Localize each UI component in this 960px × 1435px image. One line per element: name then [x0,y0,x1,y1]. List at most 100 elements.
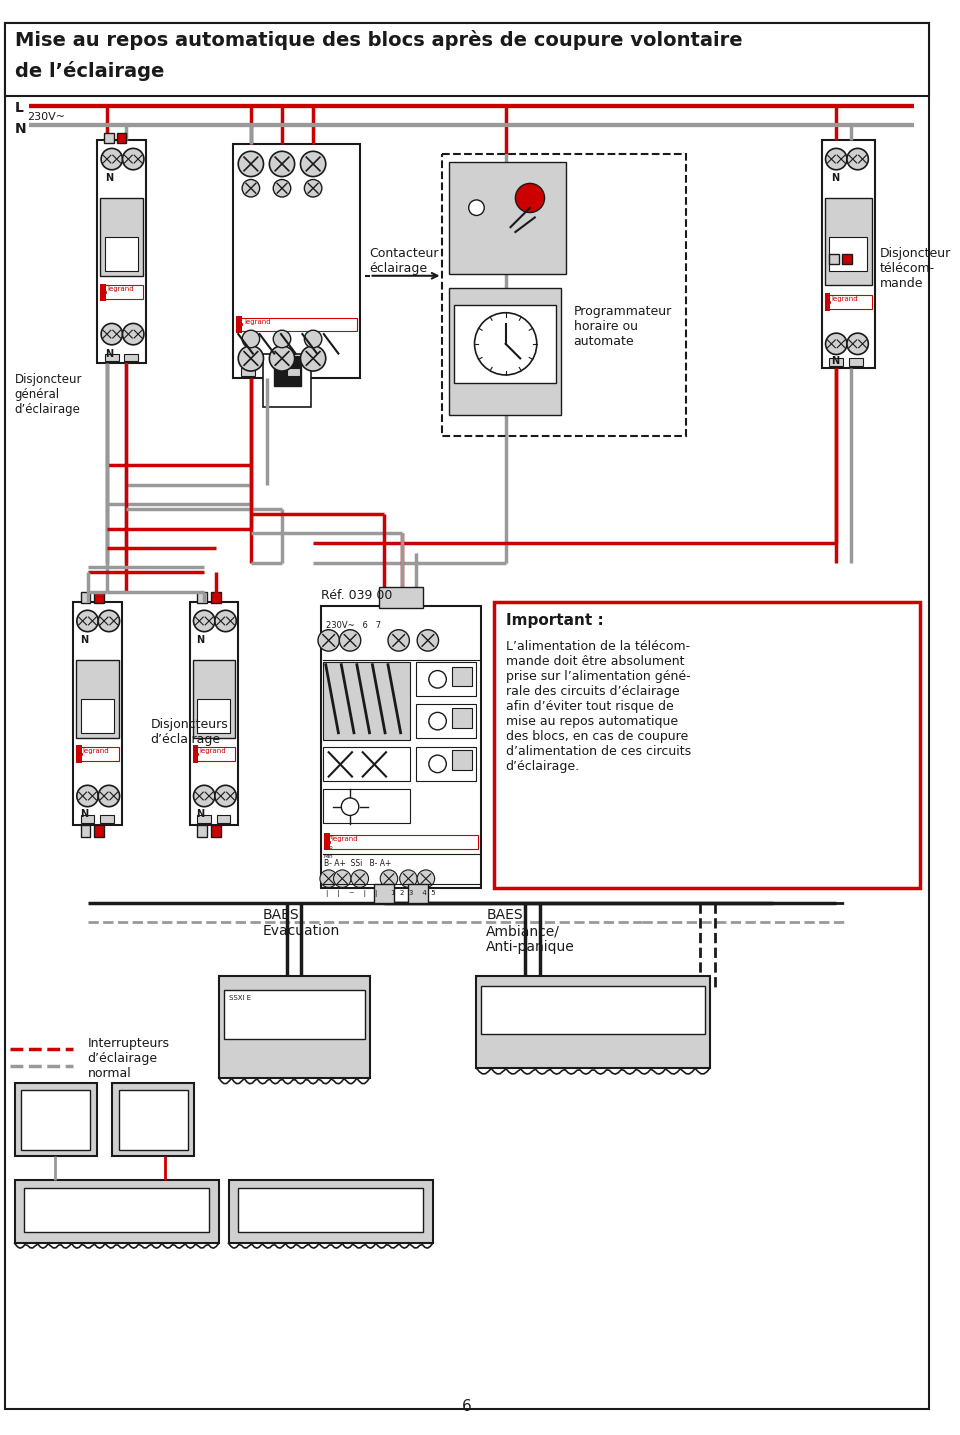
Circle shape [847,148,869,169]
Bar [233,145,360,377]
Text: N: N [831,172,840,182]
Bar [198,699,230,733]
Bar [21,1089,90,1149]
Text: BAES
Ambiance/
Anti-panique: BAES Ambiance/ Anti-panique [486,908,575,954]
Text: legrand: legrand [200,748,226,755]
Circle shape [516,184,544,212]
Bar [238,1188,423,1231]
Text: N: N [197,634,204,644]
Text: Min: Min [324,835,333,839]
Bar [449,288,561,415]
Text: Important :: Important : [506,613,604,629]
Bar [193,660,235,738]
Bar [76,748,119,761]
Bar [94,591,104,604]
Circle shape [194,785,215,806]
Bar [198,591,207,604]
Circle shape [340,630,361,651]
Bar [224,990,365,1039]
Bar [211,825,221,837]
Circle shape [242,330,259,347]
Bar [198,825,207,837]
Bar [323,662,410,739]
Bar [476,976,709,1068]
Bar [452,667,471,686]
Circle shape [194,610,215,631]
Bar [323,748,410,782]
Bar [105,353,119,362]
Bar [81,825,90,837]
Bar [111,1083,195,1155]
Text: SSXI E: SSXI E [228,996,251,1002]
Circle shape [270,346,295,372]
Text: BAES
Evacuation: BAES Evacuation [262,908,340,938]
Circle shape [304,179,322,197]
Bar [494,601,920,888]
Bar [125,353,138,362]
Bar [454,306,556,383]
Bar [76,660,119,738]
Bar [228,1180,433,1243]
Circle shape [333,870,351,887]
Bar [76,745,82,763]
Circle shape [77,610,98,631]
Bar [822,139,876,369]
Circle shape [429,712,446,730]
Bar [452,709,471,728]
Circle shape [123,148,144,169]
Bar [417,703,476,738]
Circle shape [242,179,259,197]
Circle shape [274,179,291,197]
Bar [211,591,221,604]
Circle shape [123,323,144,344]
Text: |    |    ~    |    |: | | ~ | | [325,890,377,897]
Bar [829,254,839,264]
Bar [262,353,311,408]
Bar [198,815,211,824]
Bar [825,198,873,286]
Bar [81,699,114,733]
Bar [117,133,127,142]
Circle shape [101,323,123,344]
Bar [374,884,394,903]
Circle shape [215,785,236,806]
Bar [219,976,370,1078]
Text: N: N [831,356,840,366]
Circle shape [270,151,295,177]
Bar [379,587,423,608]
Bar [321,607,481,888]
Text: Min: Min [324,854,333,860]
Text: Mise au repos automatique des blocs après de coupure volontaire: Mise au repos automatique des blocs aprè… [14,30,742,50]
Bar [24,1188,209,1231]
Bar [829,359,843,366]
Text: N: N [80,809,88,818]
Circle shape [468,199,484,215]
Bar [481,986,705,1035]
Bar [94,825,104,837]
Bar [275,356,301,386]
Bar [14,1180,219,1243]
Circle shape [826,148,847,169]
Bar [236,317,357,331]
Circle shape [320,870,337,887]
Text: N: N [105,349,113,359]
Bar [105,237,138,271]
Text: legrand: legrand [331,835,358,842]
Text: B- A+  SSi   B- A+: B- A+ SSi B- A+ [324,860,391,868]
Bar [417,748,476,782]
Circle shape [399,870,418,887]
Bar [324,832,329,851]
Text: Disjoncteur
général
d’éclairage: Disjoncteur général d’éclairage [14,373,83,416]
Bar [193,748,235,761]
Circle shape [304,330,322,347]
Text: legrand: legrand [107,287,133,293]
Bar [97,139,146,363]
Circle shape [274,330,291,347]
Bar [287,369,300,376]
Text: Contacteur
éclairage: Contacteur éclairage [370,247,439,274]
Bar [323,789,410,824]
Bar [452,751,471,769]
Bar [193,745,199,763]
Circle shape [215,610,236,631]
Text: N: N [80,634,88,644]
